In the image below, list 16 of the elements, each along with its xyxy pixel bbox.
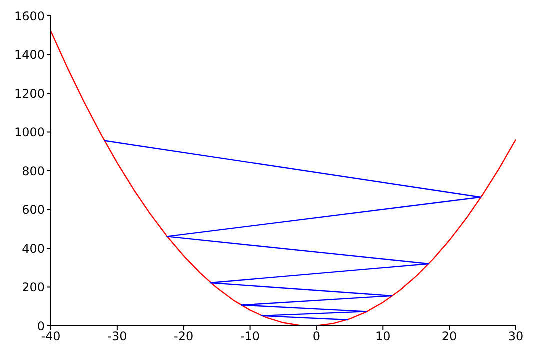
y-tick-label: 800 (22, 164, 45, 178)
x-tick-label: 10 (376, 330, 391, 344)
x-tick-label: 20 (442, 330, 458, 344)
x-tick-label: -20 (174, 330, 194, 344)
x-tick-label: 30 (508, 330, 524, 344)
y-tick-label: 1200 (14, 86, 45, 101)
y-tick-label: 200 (22, 280, 45, 295)
y-tick-label: 600 (22, 203, 45, 218)
line-series (104, 140, 482, 321)
y-tick-label: 1000 (14, 126, 45, 140)
x-tick-label: -10 (240, 330, 260, 344)
y-tick-label: 400 (22, 242, 45, 256)
y-tick-label: 1600 (14, 9, 45, 24)
x-tick-label: -30 (108, 330, 128, 344)
x-tick-label: 0 (312, 330, 321, 344)
y-tick-label: 1400 (14, 48, 45, 62)
